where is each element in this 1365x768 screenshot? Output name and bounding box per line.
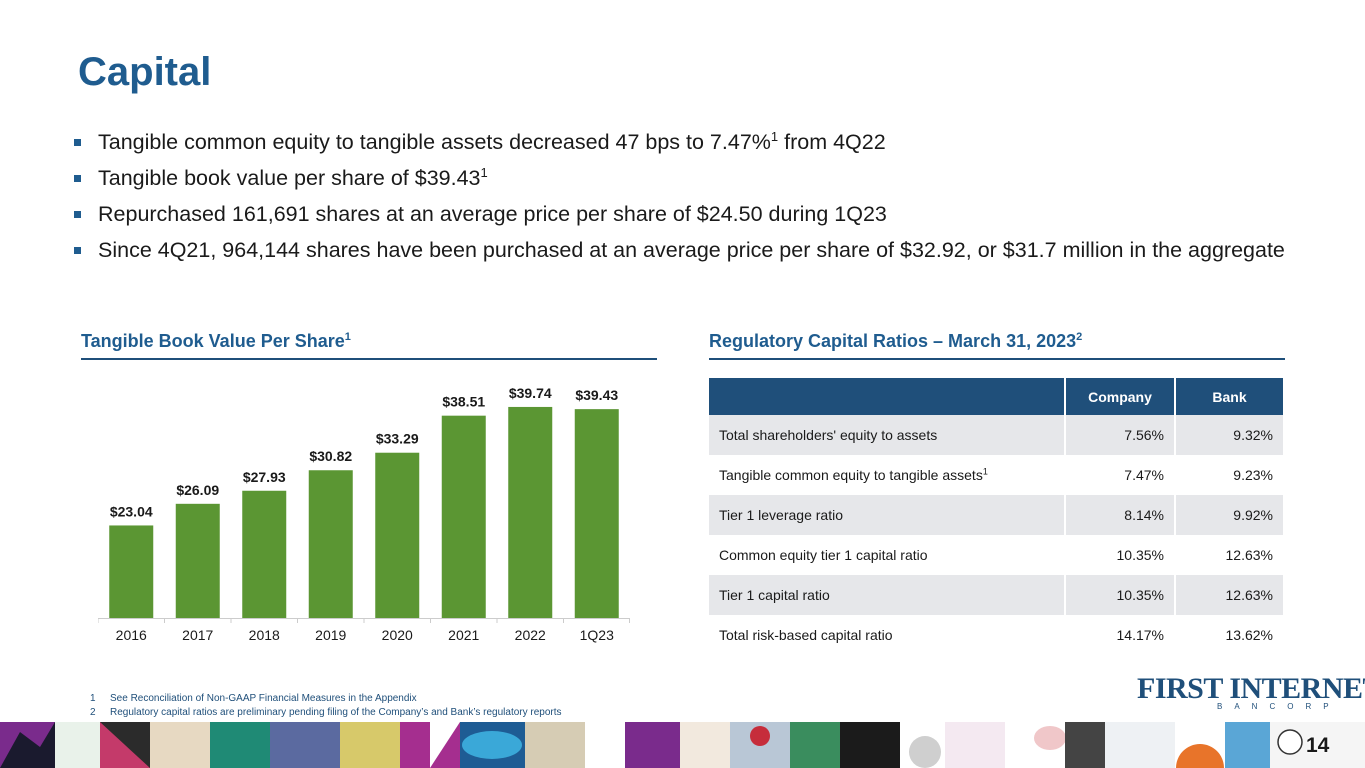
regulatory-ratios-table: Company Bank Total shareholders' equity …: [709, 378, 1283, 655]
table-row: Tangible common equity to tangible asset…: [709, 455, 1283, 495]
bullet-square-icon: [74, 247, 81, 254]
bullet-square-icon: [74, 139, 81, 146]
bullet-item: Since 4Q21, 964,144 shares have been pur…: [72, 238, 1302, 263]
x-tick-label: 2022: [515, 627, 546, 643]
bar-2021: [441, 415, 486, 618]
tbv-chart-svg: $23.04 2016 $26.09 2017 $27.93 2018 $30.82 2019…: [97, 385, 630, 643]
logo-subtext: BANCORP: [1217, 702, 1341, 711]
bar-value-label: $30.82: [309, 448, 352, 464]
company-value: 7.47%: [1064, 455, 1174, 495]
bullet-list: Tangible common equity to tangible asset…: [72, 130, 1302, 274]
first-internet-bancorp-logo: FIRST INTERNET BANCORP: [1137, 672, 1365, 712]
x-tick-label: 2020: [382, 627, 413, 643]
x-tick-label: 2021: [448, 627, 479, 643]
logo-wordmark: FIRST INTERNET: [1137, 672, 1365, 705]
table-header-blank: [709, 378, 1064, 415]
bank-value: 9.32%: [1174, 415, 1283, 455]
x-tick-label: 2016: [116, 627, 147, 643]
reg-section-title: Regulatory Capital Ratios – March 31, 20…: [709, 331, 1285, 360]
x-tick-label: 2019: [315, 627, 346, 643]
row-label: Tangible common equity to tangible asset…: [719, 466, 988, 483]
bullet-square-icon: [74, 175, 81, 182]
row-label: Tier 1 capital ratio: [709, 575, 1064, 615]
table-row: Total shareholders' equity to assets 7.5…: [709, 415, 1283, 455]
company-value: 8.14%: [1064, 495, 1174, 535]
bar-value-label: $33.29: [376, 431, 419, 447]
row-label: Tier 1 leverage ratio: [709, 495, 1064, 535]
bank-value: 13.62%: [1174, 615, 1283, 655]
x-tick-label: 2018: [249, 627, 280, 643]
bank-value: 9.23%: [1174, 455, 1283, 495]
bar-value-label: $38.51: [442, 394, 485, 410]
page-number: 14: [1306, 734, 1330, 757]
bullet-item: Tangible book value per share of $39.431: [72, 166, 1302, 191]
slide-title: Capital: [78, 50, 212, 94]
table-row: Tier 1 leverage ratio 8.14% 9.92%: [709, 495, 1283, 535]
bar-2020: [375, 452, 420, 618]
footnote-2: 2 Regulatory capital ratios are prelimina…: [90, 707, 562, 718]
x-tick-label: 1Q23: [580, 627, 614, 643]
table-row: Common equity tier 1 capital ratio 10.35…: [709, 535, 1283, 575]
bar-2019: [308, 470, 353, 618]
row-label: Total shareholders' equity to assets: [709, 415, 1064, 455]
bar-1Q23: [574, 409, 619, 618]
bar-2017: [175, 503, 220, 618]
company-value: 10.35%: [1064, 575, 1174, 615]
table-header-company: Company: [1064, 378, 1174, 415]
bar-2022: [508, 406, 553, 618]
company-value: 10.35%: [1064, 535, 1174, 575]
bank-value: 12.63%: [1174, 575, 1283, 615]
bullet-item: Tangible common equity to tangible asset…: [72, 130, 1302, 155]
table-row: Tier 1 capital ratio 10.35% 12.63%: [709, 575, 1283, 615]
bar-2018: [242, 490, 287, 618]
table-header-row: Company Bank: [709, 378, 1283, 415]
bar-value-label: $23.04: [110, 503, 153, 519]
table-header-bank: Bank: [1174, 378, 1283, 415]
bullet-item: Repurchased 161,691 shares at an average…: [72, 202, 1302, 227]
bar-value-label: $39.74: [509, 385, 552, 401]
bar-value-label: $26.09: [176, 482, 219, 498]
tbv-bar-chart: $23.04 2016 $26.09 2017 $27.93 2018 $30.82 2019…: [97, 380, 630, 650]
bar-value-label: $27.93: [243, 469, 286, 485]
bullet-square-icon: [74, 211, 81, 218]
company-value: 7.56%: [1064, 415, 1174, 455]
bank-value: 9.92%: [1174, 495, 1283, 535]
row-label: Total risk-based capital ratio: [719, 627, 893, 643]
tbv-section-title: Tangible Book Value Per Share1: [81, 331, 657, 360]
bar-value-label: $39.43: [575, 387, 618, 403]
bank-value: 12.63%: [1174, 535, 1283, 575]
decorative-image-strip: [0, 722, 1365, 768]
row-label: Common equity tier 1 capital ratio: [719, 547, 928, 563]
bar-2016: [109, 525, 154, 618]
x-tick-label: 2017: [182, 627, 213, 643]
company-value: 14.17%: [1064, 615, 1174, 655]
footnotes: 1 See Reconciliation of Non-GAAP Financia…: [90, 692, 562, 720]
table-row: Total risk-based capital ratio 14.17% 13…: [709, 615, 1283, 655]
footnote-1: 1 See Reconciliation of Non-GAAP Financia…: [90, 693, 417, 704]
